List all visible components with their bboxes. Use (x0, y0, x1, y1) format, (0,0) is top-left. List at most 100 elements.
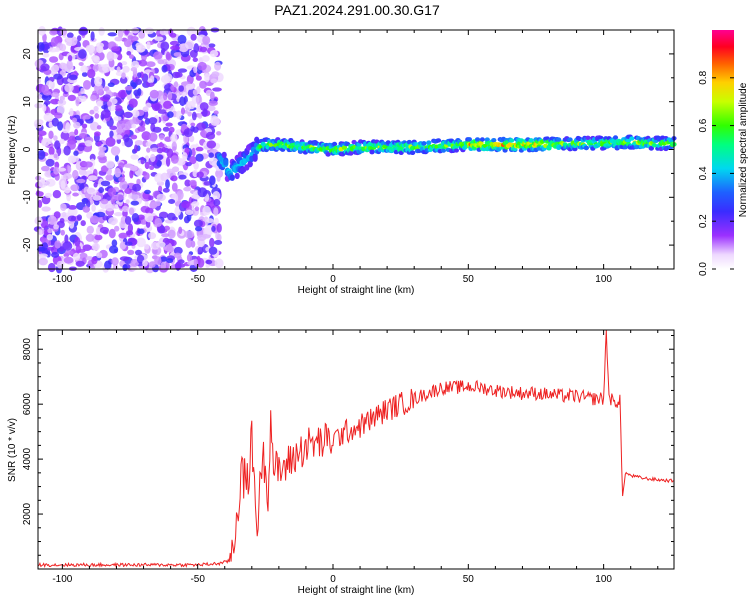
spectrogram-signal-cell (221, 151, 227, 159)
spectrogram-noise-cell (56, 104, 65, 115)
spectrogram-noise-cell (62, 129, 70, 134)
spectrogram-noise-cell (72, 117, 78, 123)
spectrogram-noise-cell (145, 102, 152, 109)
spectrogram-noise-cell (193, 161, 199, 170)
spectrogram-noise-cell (53, 166, 60, 175)
spectrogram-noise-cell (96, 252, 103, 259)
spectrogram-noise-cell (104, 260, 112, 270)
spectrogram-noise-cell (185, 238, 193, 249)
spectrogram-noise-cell (185, 83, 195, 90)
spectrogram-noise-cell (210, 115, 218, 120)
spectrogram-noise-cell (111, 239, 118, 247)
spectrogram-noise-cell (128, 98, 138, 108)
spectrogram-noise-cell (145, 207, 154, 215)
spectrogram-noise-cell (182, 152, 188, 161)
spectrogram-noise-cell (60, 180, 66, 190)
spectrogram-noise-cell (206, 140, 217, 149)
spectrogram-x-tick-label: -50 (190, 274, 205, 285)
spectrogram-noise-cell (71, 36, 78, 46)
spectrogram-noise-cell (165, 122, 173, 127)
spectrogram-noise-cell (213, 198, 221, 207)
spectrogram-noise-cell (81, 72, 88, 77)
spectrogram-noise-cell (196, 171, 204, 178)
spectrogram-noise-cell (109, 245, 119, 254)
spectrogram-noise-cell (130, 154, 139, 160)
spectrogram-noise-cell (215, 169, 224, 179)
spectrogram-signal-cell (426, 140, 432, 145)
spectrogram-noise-cell (51, 117, 60, 127)
spectrogram-noise-cell (37, 229, 43, 236)
spectrogram-noise-cell (93, 105, 99, 112)
spectrogram-noise-cell (202, 35, 211, 45)
spectrogram-noise-cell (200, 130, 207, 137)
spectrogram-noise-cell (206, 218, 214, 224)
spectrogram-noise-cell (181, 200, 190, 209)
spectrogram-noise-cell (53, 224, 59, 230)
spectrogram-noise-cell (160, 261, 167, 270)
spectrogram-noise-cell (180, 107, 186, 115)
spectrogram-noise-cell (100, 180, 111, 187)
spectrogram-noise-cell (160, 256, 168, 262)
spectrogram-noise-cell (46, 234, 53, 241)
spectrogram-noise-cell (50, 98, 60, 105)
spectrogram-noise-cell (156, 147, 164, 154)
spectrogram-noise-cell (146, 41, 151, 50)
spectrogram-noise-cell (83, 161, 93, 168)
spectrogram-noise-cell (120, 243, 126, 249)
spectrogram-noise-cell (126, 51, 132, 56)
spectrogram-noise-cell (108, 217, 118, 225)
spectrogram-y-axis-label: Frequency (Hz) (7, 116, 18, 185)
spectrogram-noise-cell (173, 252, 182, 259)
spectrogram-noise-cell (146, 61, 156, 68)
spectrogram-noise-cell (184, 230, 195, 239)
spectrogram-noise-cell (47, 47, 58, 53)
spectrogram-noise-cell (209, 50, 219, 58)
spectrogram-noise-cell (204, 73, 210, 83)
spectrogram-noise-cell (38, 179, 47, 188)
spectrogram-noise-cell (208, 100, 218, 106)
spectrogram-noise-cell (79, 170, 88, 176)
spectrogram-noise-cell (131, 213, 140, 223)
spectrogram-noise-cell (141, 131, 151, 141)
spectrogram-noise-cell (127, 35, 134, 40)
spectrogram-noise-cell (42, 52, 50, 58)
spectrogram-noise-cell (170, 175, 178, 182)
spectrogram-noise-cell (212, 191, 221, 201)
spectrogram-noise-cell (163, 92, 168, 101)
spectrogram-noise-cell (154, 217, 163, 227)
spectrogram-noise-cell (117, 125, 123, 135)
spectrogram-noise-cell (75, 244, 81, 254)
spectrogram-noise-cell (49, 29, 58, 36)
spectrogram-noise-cell (197, 234, 207, 241)
spectrogram-signal-cell (612, 135, 619, 140)
colorbar-gradient (712, 30, 734, 269)
spectrogram-signal-cell (484, 137, 490, 142)
spectrogram-noise-cell (129, 169, 134, 179)
spectrogram-noise-cell (36, 42, 45, 52)
spectrogram-noise-cell (185, 101, 192, 112)
spectrogram-noise-cell (217, 233, 222, 242)
spectrogram-noise-cell (130, 134, 138, 140)
spectrogram-noise-cell (90, 31, 95, 41)
spectrogram-noise-cell (70, 184, 80, 192)
spectrogram-noise-cell (63, 173, 72, 180)
spectrogram-noise-cell (212, 87, 222, 92)
spectrogram-noise-cell (216, 223, 222, 233)
spectrogram-noise-cell (192, 169, 198, 178)
spectrogram-noise-cell (144, 212, 154, 223)
spectrogram-noise-cell (211, 71, 220, 78)
spectrogram-noise-cell (102, 63, 111, 73)
spectrogram-noise-cell (173, 52, 183, 57)
spectrogram-noise-cell (122, 205, 129, 212)
spectrogram-noise-cell (158, 211, 169, 219)
spectrogram-signal-cell (421, 141, 427, 146)
spectrogram-noise-cell (133, 89, 141, 97)
spectrogram-noise-cell (154, 256, 162, 266)
spectrogram-noise-cell (177, 68, 188, 73)
spectrogram-noise-cell (186, 26, 196, 37)
spectrogram-noise-cell (196, 122, 207, 131)
spectrogram-noise-cell (164, 84, 172, 91)
spectrogram-noise-cell (165, 156, 171, 167)
colorbar-tick-label: 0.6 (698, 118, 709, 132)
spectrogram-noise-cell (162, 187, 170, 193)
